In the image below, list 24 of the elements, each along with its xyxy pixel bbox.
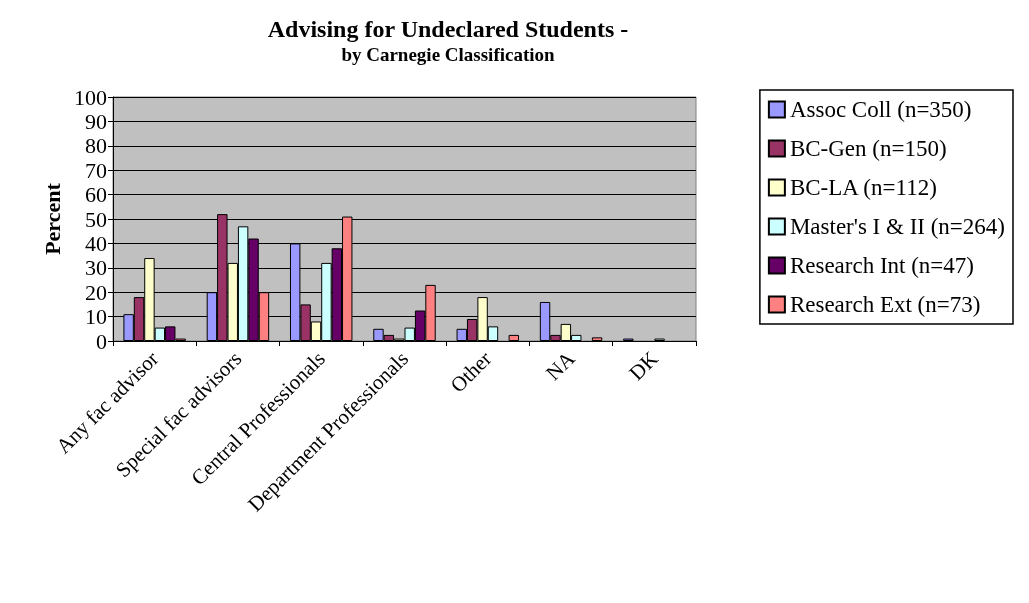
y-tick-label: 10 bbox=[85, 304, 107, 330]
y-tick-label: 80 bbox=[85, 133, 107, 159]
y-tick-label: 0 bbox=[96, 328, 107, 354]
legend-label: BC-LA (n=112) bbox=[789, 175, 937, 200]
y-tick-label: 60 bbox=[85, 182, 107, 208]
legend-label: Research Ext (n=73) bbox=[789, 292, 981, 317]
y-tick-label: 30 bbox=[85, 255, 107, 281]
y-tick-label: 20 bbox=[85, 279, 107, 305]
chart-subtitle: by Carnegie Classification bbox=[341, 44, 556, 65]
legend-label: Assoc Coll (n=350) bbox=[789, 97, 972, 122]
y-tick-label: 50 bbox=[85, 206, 107, 232]
legend-label: Master's I & II (n=264) bbox=[789, 214, 1006, 239]
y-tick-label: 90 bbox=[85, 108, 107, 134]
bar bbox=[591, 337, 603, 341]
legend-label: BC-Gen (n=150) bbox=[789, 136, 947, 161]
x-tick-label: NA bbox=[541, 346, 580, 385]
legend-label: Research Int (n=47) bbox=[789, 253, 975, 278]
y-tick-label: 100 bbox=[74, 84, 107, 110]
y-tick-label: 40 bbox=[85, 230, 107, 256]
bar bbox=[508, 334, 520, 341]
chart-title: Advising for Undeclared Students - bbox=[267, 16, 629, 42]
y-tick-label: 70 bbox=[85, 157, 107, 183]
x-tick-label: DK bbox=[624, 346, 663, 385]
y-axis-title: Percent bbox=[39, 182, 65, 255]
